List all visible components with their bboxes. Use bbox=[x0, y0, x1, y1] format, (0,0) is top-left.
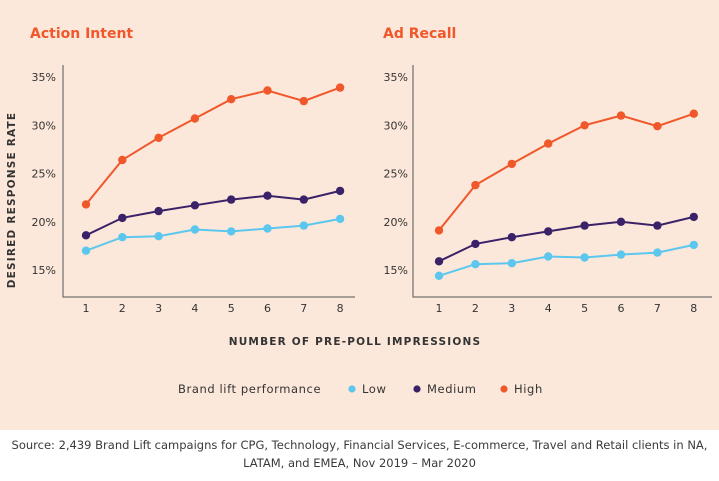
data-point-high bbox=[118, 155, 127, 165]
series-line-medium bbox=[85, 189, 341, 237]
data-point-high bbox=[299, 96, 308, 106]
x-tick-label: 4 bbox=[191, 302, 198, 315]
data-point-low bbox=[580, 253, 589, 262]
data-point-medium bbox=[434, 257, 444, 266]
y-tick-label: 25% bbox=[384, 168, 408, 181]
data-point-low bbox=[335, 214, 345, 224]
y-tick-label: 20% bbox=[384, 216, 408, 229]
data-point-low bbox=[434, 271, 444, 280]
data-point-medium bbox=[263, 191, 272, 200]
data-point-low bbox=[544, 252, 553, 261]
data-point-high bbox=[154, 133, 163, 142]
x-tick-label: 7 bbox=[300, 302, 307, 315]
series-line-low bbox=[438, 243, 695, 277]
x-tick-label: 4 bbox=[545, 302, 552, 315]
data-point-high bbox=[434, 226, 444, 235]
data-point-high bbox=[471, 180, 480, 190]
chart-title-ad-recall: Ad Recall bbox=[383, 26, 456, 42]
data-point-high bbox=[335, 83, 345, 92]
data-point-low bbox=[507, 259, 516, 268]
data-point-low bbox=[227, 227, 236, 236]
data-point-medium bbox=[81, 231, 91, 240]
data-point-high bbox=[81, 200, 91, 209]
legend-marker-low bbox=[348, 385, 356, 393]
data-point-medium bbox=[227, 195, 236, 204]
data-point-medium bbox=[190, 201, 200, 210]
x-tick-label: 8 bbox=[690, 302, 697, 315]
data-point-low bbox=[263, 224, 272, 233]
x-tick-label: 6 bbox=[264, 302, 271, 315]
chart-title-action-intent: Action Intent bbox=[30, 26, 133, 42]
legend-marker-medium bbox=[413, 385, 421, 393]
data-point-low bbox=[190, 225, 200, 234]
x-tick-label: 7 bbox=[654, 302, 661, 315]
plot-action-intent: 35% 30% 25% 20% 15% 1 2 3 4 5 6 7 8 bbox=[32, 71, 345, 315]
y-axis-title: DESIRED RESPONSE RATE bbox=[6, 112, 18, 289]
data-point-high bbox=[616, 111, 626, 120]
data-point-low bbox=[653, 248, 662, 257]
data-point-low bbox=[118, 233, 127, 242]
x-tick-label: 3 bbox=[508, 302, 515, 315]
axis-frame-left-chart bbox=[62, 65, 355, 298]
data-point-medium bbox=[154, 206, 163, 216]
legend-label-high: High bbox=[514, 382, 543, 396]
series-line-high bbox=[438, 112, 695, 232]
y-tick-label: 20% bbox=[32, 216, 56, 229]
x-tick-label: 2 bbox=[119, 302, 126, 315]
legend: Brand lift performance Low Medium High bbox=[178, 382, 543, 396]
legend-marker-high bbox=[500, 385, 508, 393]
x-tick-label: 6 bbox=[618, 302, 625, 315]
data-point-high bbox=[544, 139, 553, 148]
x-tick-label: 1 bbox=[83, 302, 90, 315]
data-point-medium bbox=[653, 221, 662, 230]
data-point-high bbox=[507, 159, 516, 169]
y-tick-label: 30% bbox=[384, 119, 408, 132]
legend-title: Brand lift performance bbox=[178, 382, 321, 396]
x-axis-title: NUMBER OF PRE-POLL IMPRESSIONS bbox=[229, 336, 482, 348]
data-point-low bbox=[81, 246, 91, 255]
data-point-low bbox=[616, 250, 626, 259]
series-line-low bbox=[85, 217, 341, 252]
y-tick-label: 35% bbox=[32, 71, 56, 84]
x-tick-label: 3 bbox=[155, 302, 162, 315]
data-point-medium bbox=[544, 227, 553, 236]
data-point-high bbox=[263, 86, 272, 95]
x-tick-label: 8 bbox=[337, 302, 344, 315]
data-point-high bbox=[190, 114, 200, 123]
source-note: Source: 2,439 Brand Lift campaigns for C… bbox=[11, 438, 708, 470]
y-tick-label: 30% bbox=[32, 119, 56, 132]
data-point-high bbox=[580, 121, 589, 130]
series-line-high bbox=[85, 86, 341, 206]
series-line-medium bbox=[438, 215, 695, 263]
x-tick-label: 5 bbox=[581, 302, 588, 315]
legend-label-low: Low bbox=[362, 382, 386, 396]
data-point-medium bbox=[299, 195, 308, 204]
y-tick-label: 25% bbox=[32, 168, 56, 181]
data-point-low bbox=[299, 221, 308, 230]
data-point-low bbox=[154, 232, 163, 241]
legend-label-medium: Medium bbox=[427, 382, 477, 396]
data-point-medium bbox=[118, 213, 127, 223]
x-tick-label: 1 bbox=[436, 302, 443, 315]
data-point-medium bbox=[580, 221, 589, 230]
y-tick-label: 15% bbox=[384, 264, 408, 277]
data-point-low bbox=[471, 260, 480, 269]
data-point-medium bbox=[689, 212, 698, 222]
axis-frame-right-chart bbox=[412, 65, 712, 298]
data-point-medium bbox=[471, 239, 480, 249]
data-point-medium bbox=[335, 186, 345, 196]
charts-svg: Action Intent Ad Recall DESIRED RESPONSE… bbox=[6, 26, 712, 396]
y-tick-label: 15% bbox=[32, 264, 56, 277]
x-tick-label: 5 bbox=[228, 302, 235, 315]
x-tick-label: 2 bbox=[472, 302, 479, 315]
y-tick-label: 35% bbox=[384, 71, 408, 84]
data-point-low bbox=[689, 240, 698, 250]
data-point-medium bbox=[507, 233, 516, 242]
data-point-high bbox=[227, 95, 236, 104]
data-point-high bbox=[689, 109, 698, 118]
data-point-high bbox=[653, 122, 662, 131]
plot-ad-recall: 35% 30% 25% 20% 15% 1 2 3 4 5 6 7 8 bbox=[384, 71, 698, 315]
data-point-medium bbox=[616, 217, 626, 226]
